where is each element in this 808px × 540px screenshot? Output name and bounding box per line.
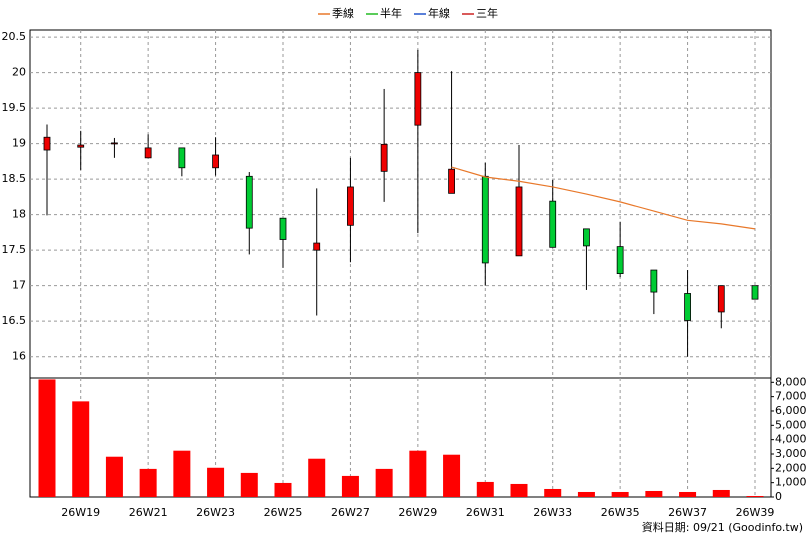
legend-label: 季線 [332, 6, 354, 20]
x-tick-label: 26W35 [601, 506, 640, 519]
legend-label: 年線 [428, 6, 450, 20]
plot-frame [29, 29, 772, 498]
y-tick-label: 20.5 [2, 30, 27, 43]
candle-body [549, 200, 557, 248]
x-tick-label: 26W19 [61, 506, 100, 519]
volume-bar [443, 454, 461, 497]
volume-bar [308, 458, 326, 497]
x-tick-label: 26W31 [466, 506, 505, 519]
x-tick-label: 26W37 [668, 506, 707, 519]
candle-body [481, 175, 489, 264]
volume-bar [173, 450, 191, 497]
volume-bar [409, 450, 427, 497]
legend-label: 三年 [476, 6, 498, 20]
volume-bar [544, 488, 562, 497]
x-tick-label: 26W29 [398, 506, 437, 519]
candle-body [212, 154, 219, 169]
candle-body [279, 217, 287, 240]
candle-body [380, 143, 388, 172]
candle-body [414, 72, 422, 126]
candle-body [515, 186, 523, 257]
x-tick-label: 26W21 [129, 506, 168, 519]
y2-tick-label: 8,000 [775, 375, 807, 388]
y2-tick-label: 4,000 [775, 433, 807, 446]
ma-line [451, 166, 756, 230]
y2-tick-label: 1,000 [775, 476, 807, 489]
volume-bar [375, 468, 393, 497]
volume-bar [510, 483, 528, 497]
volume-bar [611, 491, 629, 497]
y2-tick-label: 5,000 [775, 418, 807, 431]
volume-bar [679, 491, 697, 497]
x-tick-label: 26W23 [196, 506, 235, 519]
y-tick-label: 20 [12, 66, 26, 79]
x-tick-label: 26W25 [264, 506, 303, 519]
volume-bar [746, 495, 764, 497]
candle-body [178, 147, 186, 169]
volume-bar [72, 401, 90, 497]
y-tick-label: 17 [12, 279, 26, 292]
volume-bar [476, 481, 494, 497]
y-tick-label: 17.5 [2, 243, 27, 256]
y2-tick-label: 6,000 [775, 404, 807, 417]
x-tick-label: 26W33 [533, 506, 572, 519]
y2-tick-label: 3,000 [775, 447, 807, 460]
y2-tick-label: 0 [775, 490, 782, 503]
y-tick-label: 19 [12, 137, 26, 150]
volume-bar [712, 489, 730, 497]
volume-bar [38, 379, 56, 497]
y-tick-label: 16 [12, 350, 26, 363]
volume-bar [240, 472, 258, 497]
candle-body [717, 285, 725, 313]
candle-body [144, 147, 152, 159]
x-tick-label: 26W27 [331, 506, 370, 519]
candle-body [751, 285, 759, 300]
y-tick-label: 18.5 [2, 172, 27, 185]
candle-body [347, 186, 354, 226]
candle-body [245, 175, 253, 229]
x-tick-label: 26W39 [736, 506, 775, 519]
candle-body [684, 293, 691, 321]
candle-body [313, 242, 321, 251]
candle-body [43, 136, 51, 151]
volume-bar [139, 468, 157, 497]
y2-tick-label: 2,000 [775, 461, 807, 474]
candle-body [616, 246, 624, 274]
volume-bar [341, 475, 359, 497]
y-tick-label: 18 [12, 208, 26, 221]
y-tick-label: 16.5 [2, 314, 27, 327]
candle-body [111, 142, 118, 145]
source-note: 資料日期: 09/21 (Goodinfo.tw) [642, 520, 803, 534]
volume-bar [645, 490, 663, 497]
volume-bar [207, 467, 225, 497]
candle-body [583, 228, 590, 247]
volume-bar [105, 456, 123, 497]
volume-bar [577, 491, 595, 497]
legend-label: 半年 [380, 6, 402, 20]
volume-bar [274, 482, 292, 497]
candle-body [77, 144, 85, 148]
y2-tick-label: 7,000 [775, 390, 807, 403]
y-tick-label: 19.5 [2, 101, 27, 114]
candle-body [650, 269, 658, 293]
candle-body [448, 168, 455, 194]
